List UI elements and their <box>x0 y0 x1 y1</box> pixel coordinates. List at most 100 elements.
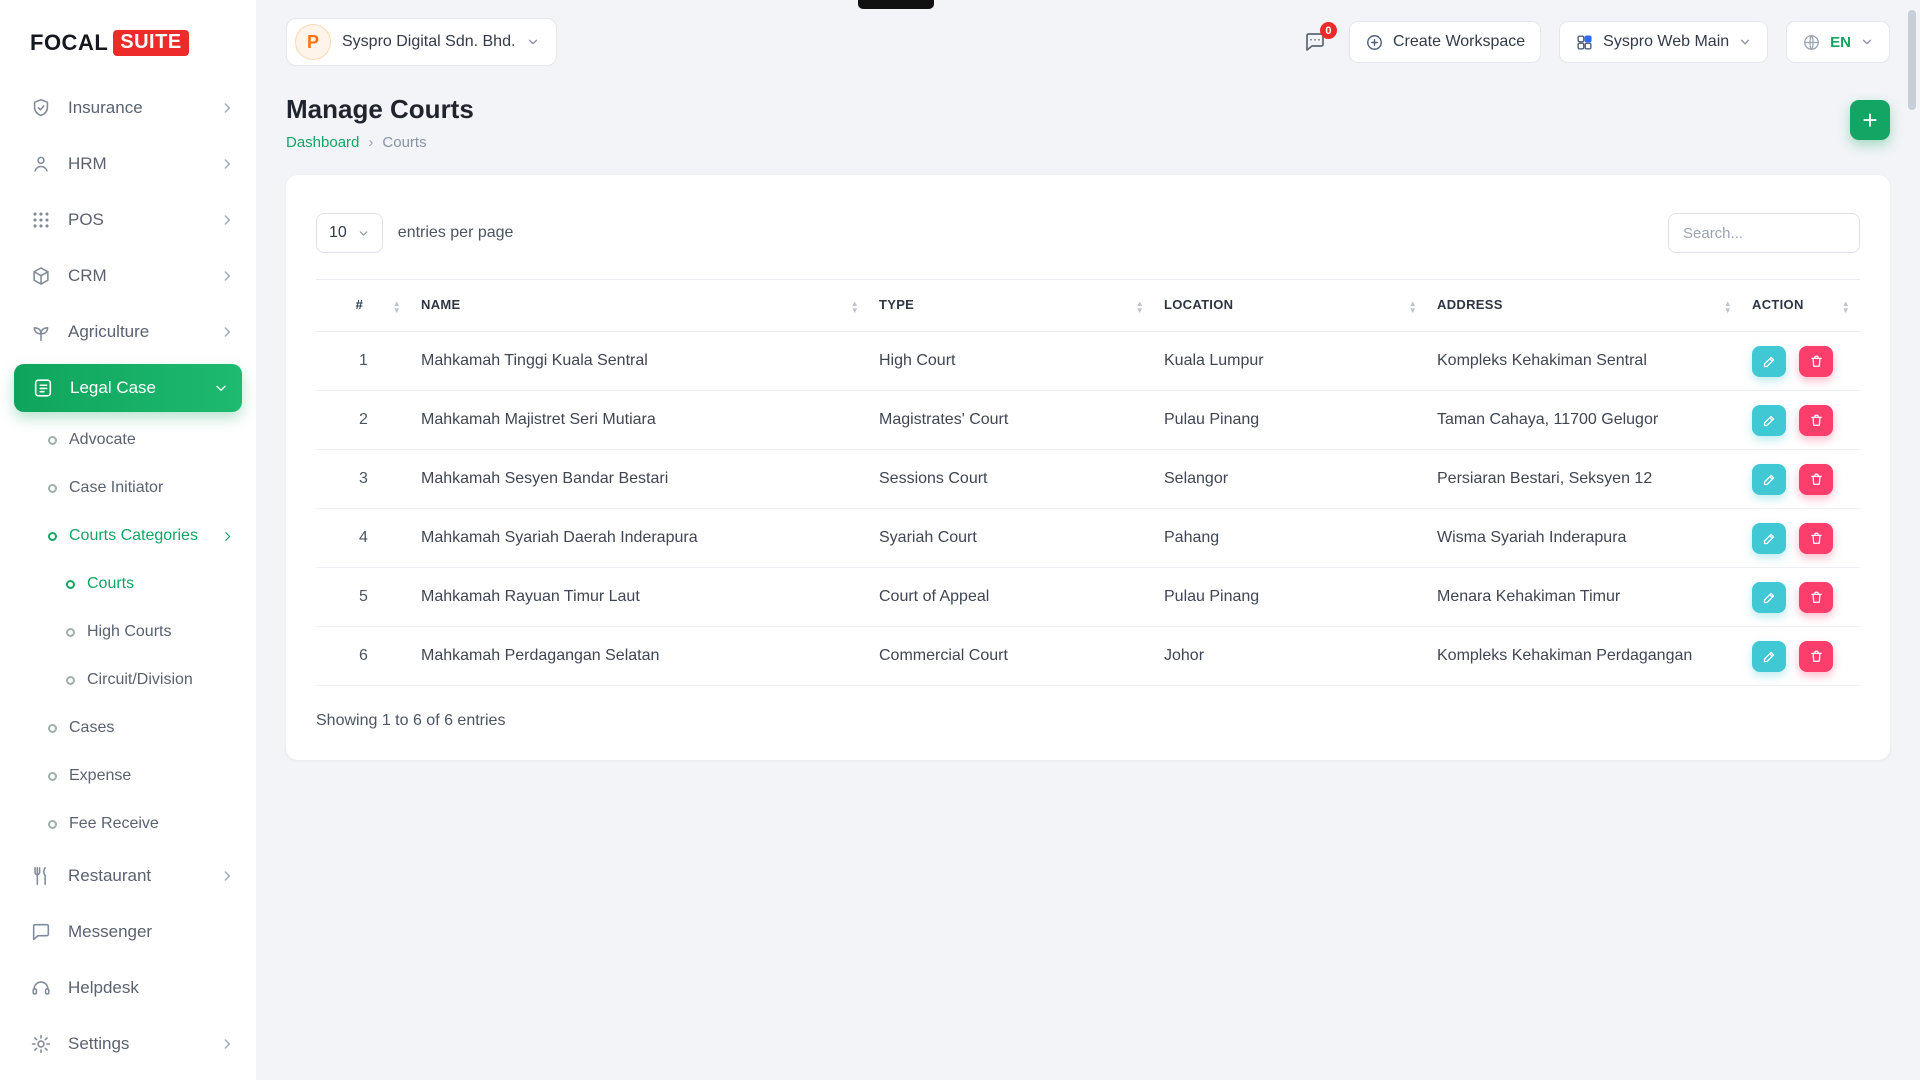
messages-button[interactable]: 0 <box>1299 22 1337 58</box>
edit-button[interactable] <box>1752 345 1786 377</box>
edit-button[interactable] <box>1752 404 1786 436</box>
pencil-icon <box>1763 533 1774 544</box>
sidebar-item-restaurant[interactable]: Restaurant <box>0 848 256 904</box>
cell-action <box>1742 508 1860 568</box>
cell-name: Mahkamah Syariah Daerah Inderapura <box>411 508 869 568</box>
plus-circle-icon <box>1365 33 1384 52</box>
sidebar-item-cases[interactable]: Cases <box>0 704 256 752</box>
globe-icon <box>1802 33 1821 52</box>
top-bar: P Syspro Digital Sdn. Bhd. 0 Create Work… <box>256 0 1920 70</box>
cell-index: 4 <box>316 508 411 568</box>
sidebar-item-label: Circuit/Division <box>87 671 193 688</box>
bullet-icon <box>66 627 75 637</box>
scrollbar-thumb[interactable] <box>1908 10 1916 110</box>
sidebar-item-settings[interactable]: Settings <box>0 1016 256 1072</box>
edit-button[interactable] <box>1752 640 1786 672</box>
delete-button[interactable] <box>1799 640 1834 672</box>
sidebar-item-high-courts[interactable]: High Courts <box>0 608 256 656</box>
sidebar-item-label: CRM <box>68 266 107 285</box>
edit-button[interactable] <box>1752 463 1786 495</box>
cell-action <box>1742 567 1860 627</box>
sidebar-item-case-initiator[interactable]: Case Initiator <box>0 464 256 512</box>
notification-badge: 0 <box>1319 22 1337 39</box>
sidebar-item-crm[interactable]: CRM <box>0 248 256 304</box>
cell-type: Syariah Court <box>869 508 1154 568</box>
brand-suite-text: SUITE <box>113 30 189 56</box>
delete-button[interactable] <box>1799 522 1834 554</box>
sidebar-item-label: Courts <box>87 575 135 592</box>
sidebar-item-circuit-division[interactable]: Circuit/Division <box>0 656 256 704</box>
search-input[interactable] <box>1668 213 1860 253</box>
chevron-right-icon <box>220 1037 234 1051</box>
column-header-type[interactable]: TYPE <box>869 279 1154 332</box>
cell-action <box>1742 626 1860 686</box>
table-row: 4 Mahkamah Syariah Daerah Inderapura Sya… <box>316 508 1860 568</box>
entries-per-page-select[interactable]: 10 <box>316 213 383 253</box>
workspace-logo: P <box>295 24 331 60</box>
sidebar-item-pos[interactable]: POS <box>0 192 256 248</box>
cell-location: Kuala Lumpur <box>1154 331 1427 391</box>
table-row: 5 Mahkamah Rayuan Timur Laut Court of Ap… <box>316 567 1860 627</box>
sidebar-item-hrm[interactable]: HRM <box>0 136 256 192</box>
cell-address: Kompleks Kehakiman Sentral <box>1427 331 1742 391</box>
table-row: 1 Mahkamah Tinggi Kuala Sentral High Cou… <box>316 331 1860 391</box>
cell-address: Menara Kehakiman Timur <box>1427 567 1742 627</box>
cell-name: Mahkamah Majistret Seri Mutiara <box>411 390 869 450</box>
sort-icon <box>851 300 859 314</box>
cell-location: Pahang <box>1154 508 1427 568</box>
chevron-down-icon <box>526 35 540 49</box>
edit-button[interactable] <box>1752 581 1786 613</box>
bullet-icon <box>48 771 57 781</box>
column-header-address[interactable]: ADDRESS <box>1427 279 1742 332</box>
sidebar-item-helpdesk[interactable]: Helpdesk <box>0 960 256 1016</box>
breadcrumb-dashboard-link[interactable]: Dashboard <box>286 134 360 151</box>
delete-button[interactable] <box>1799 404 1834 436</box>
sidebar-item-courts-categories[interactable]: Courts Categories <box>0 512 256 560</box>
column-header-index[interactable]: # <box>316 279 411 332</box>
chevron-right-icon <box>220 869 234 883</box>
sidebar-item-label: Restaurant <box>68 866 152 885</box>
sidebar-item-legal-case[interactable]: Legal Case <box>14 364 242 412</box>
app-selector[interactable]: Syspro Web Main <box>1559 21 1769 63</box>
cell-action <box>1742 390 1860 450</box>
cell-name: Mahkamah Rayuan Timur Laut <box>411 567 869 627</box>
sort-icon <box>1842 300 1850 314</box>
cell-type: Court of Appeal <box>869 567 1154 627</box>
delete-button[interactable] <box>1799 345 1834 377</box>
cell-location: Pulau Pinang <box>1154 390 1427 450</box>
chevron-right-icon <box>220 101 234 115</box>
box-icon <box>30 265 52 287</box>
trash-icon <box>1811 532 1822 544</box>
edit-button[interactable] <box>1752 522 1786 554</box>
sort-icon <box>1409 300 1417 314</box>
workspace-selector[interactable]: P Syspro Digital Sdn. Bhd. <box>286 18 558 66</box>
sort-icon <box>1136 300 1144 314</box>
column-header-location[interactable]: LOCATION <box>1154 279 1427 332</box>
sidebar-item-courts[interactable]: Courts <box>0 560 256 608</box>
cell-address: Kompleks Kehakiman Perdagangan <box>1427 626 1742 686</box>
sidebar-item-agriculture[interactable]: Agriculture <box>0 304 256 360</box>
column-header-action[interactable]: ACTION <box>1742 279 1860 332</box>
cell-type: High Court <box>869 331 1154 391</box>
sidebar-item-insurance[interactable]: Insurance <box>0 80 256 136</box>
sort-icon <box>393 300 401 314</box>
trash-icon <box>1811 591 1822 603</box>
breadcrumb: Dashboard › Courts <box>286 134 474 151</box>
table-summary: Showing 1 to 6 of 6 entries <box>316 712 506 729</box>
create-workspace-button[interactable]: Create Workspace <box>1348 21 1542 63</box>
cell-address: Wisma Syariah Inderapura <box>1427 508 1742 568</box>
list-check-icon <box>32 377 54 399</box>
column-header-name[interactable]: NAME <box>411 279 869 332</box>
courts-table: # NAME TYPE LOCATION ADDRESS ACTION 1 Ma… <box>316 279 1860 686</box>
sidebar-item-fee-receive[interactable]: Fee Receive <box>0 800 256 848</box>
language-selector[interactable]: EN <box>1786 21 1890 63</box>
sidebar-item-advocate[interactable]: Advocate <box>0 416 256 464</box>
delete-button[interactable] <box>1799 463 1834 495</box>
sidebar-item-expense[interactable]: Expense <box>0 752 256 800</box>
delete-button[interactable] <box>1799 581 1834 613</box>
sidebar-item-label: Expense <box>69 767 132 784</box>
column-label: # <box>355 297 364 312</box>
add-court-button[interactable]: + <box>1850 100 1890 140</box>
sidebar-item-messenger[interactable]: Messenger <box>0 904 256 960</box>
trash-icon <box>1811 355 1822 367</box>
